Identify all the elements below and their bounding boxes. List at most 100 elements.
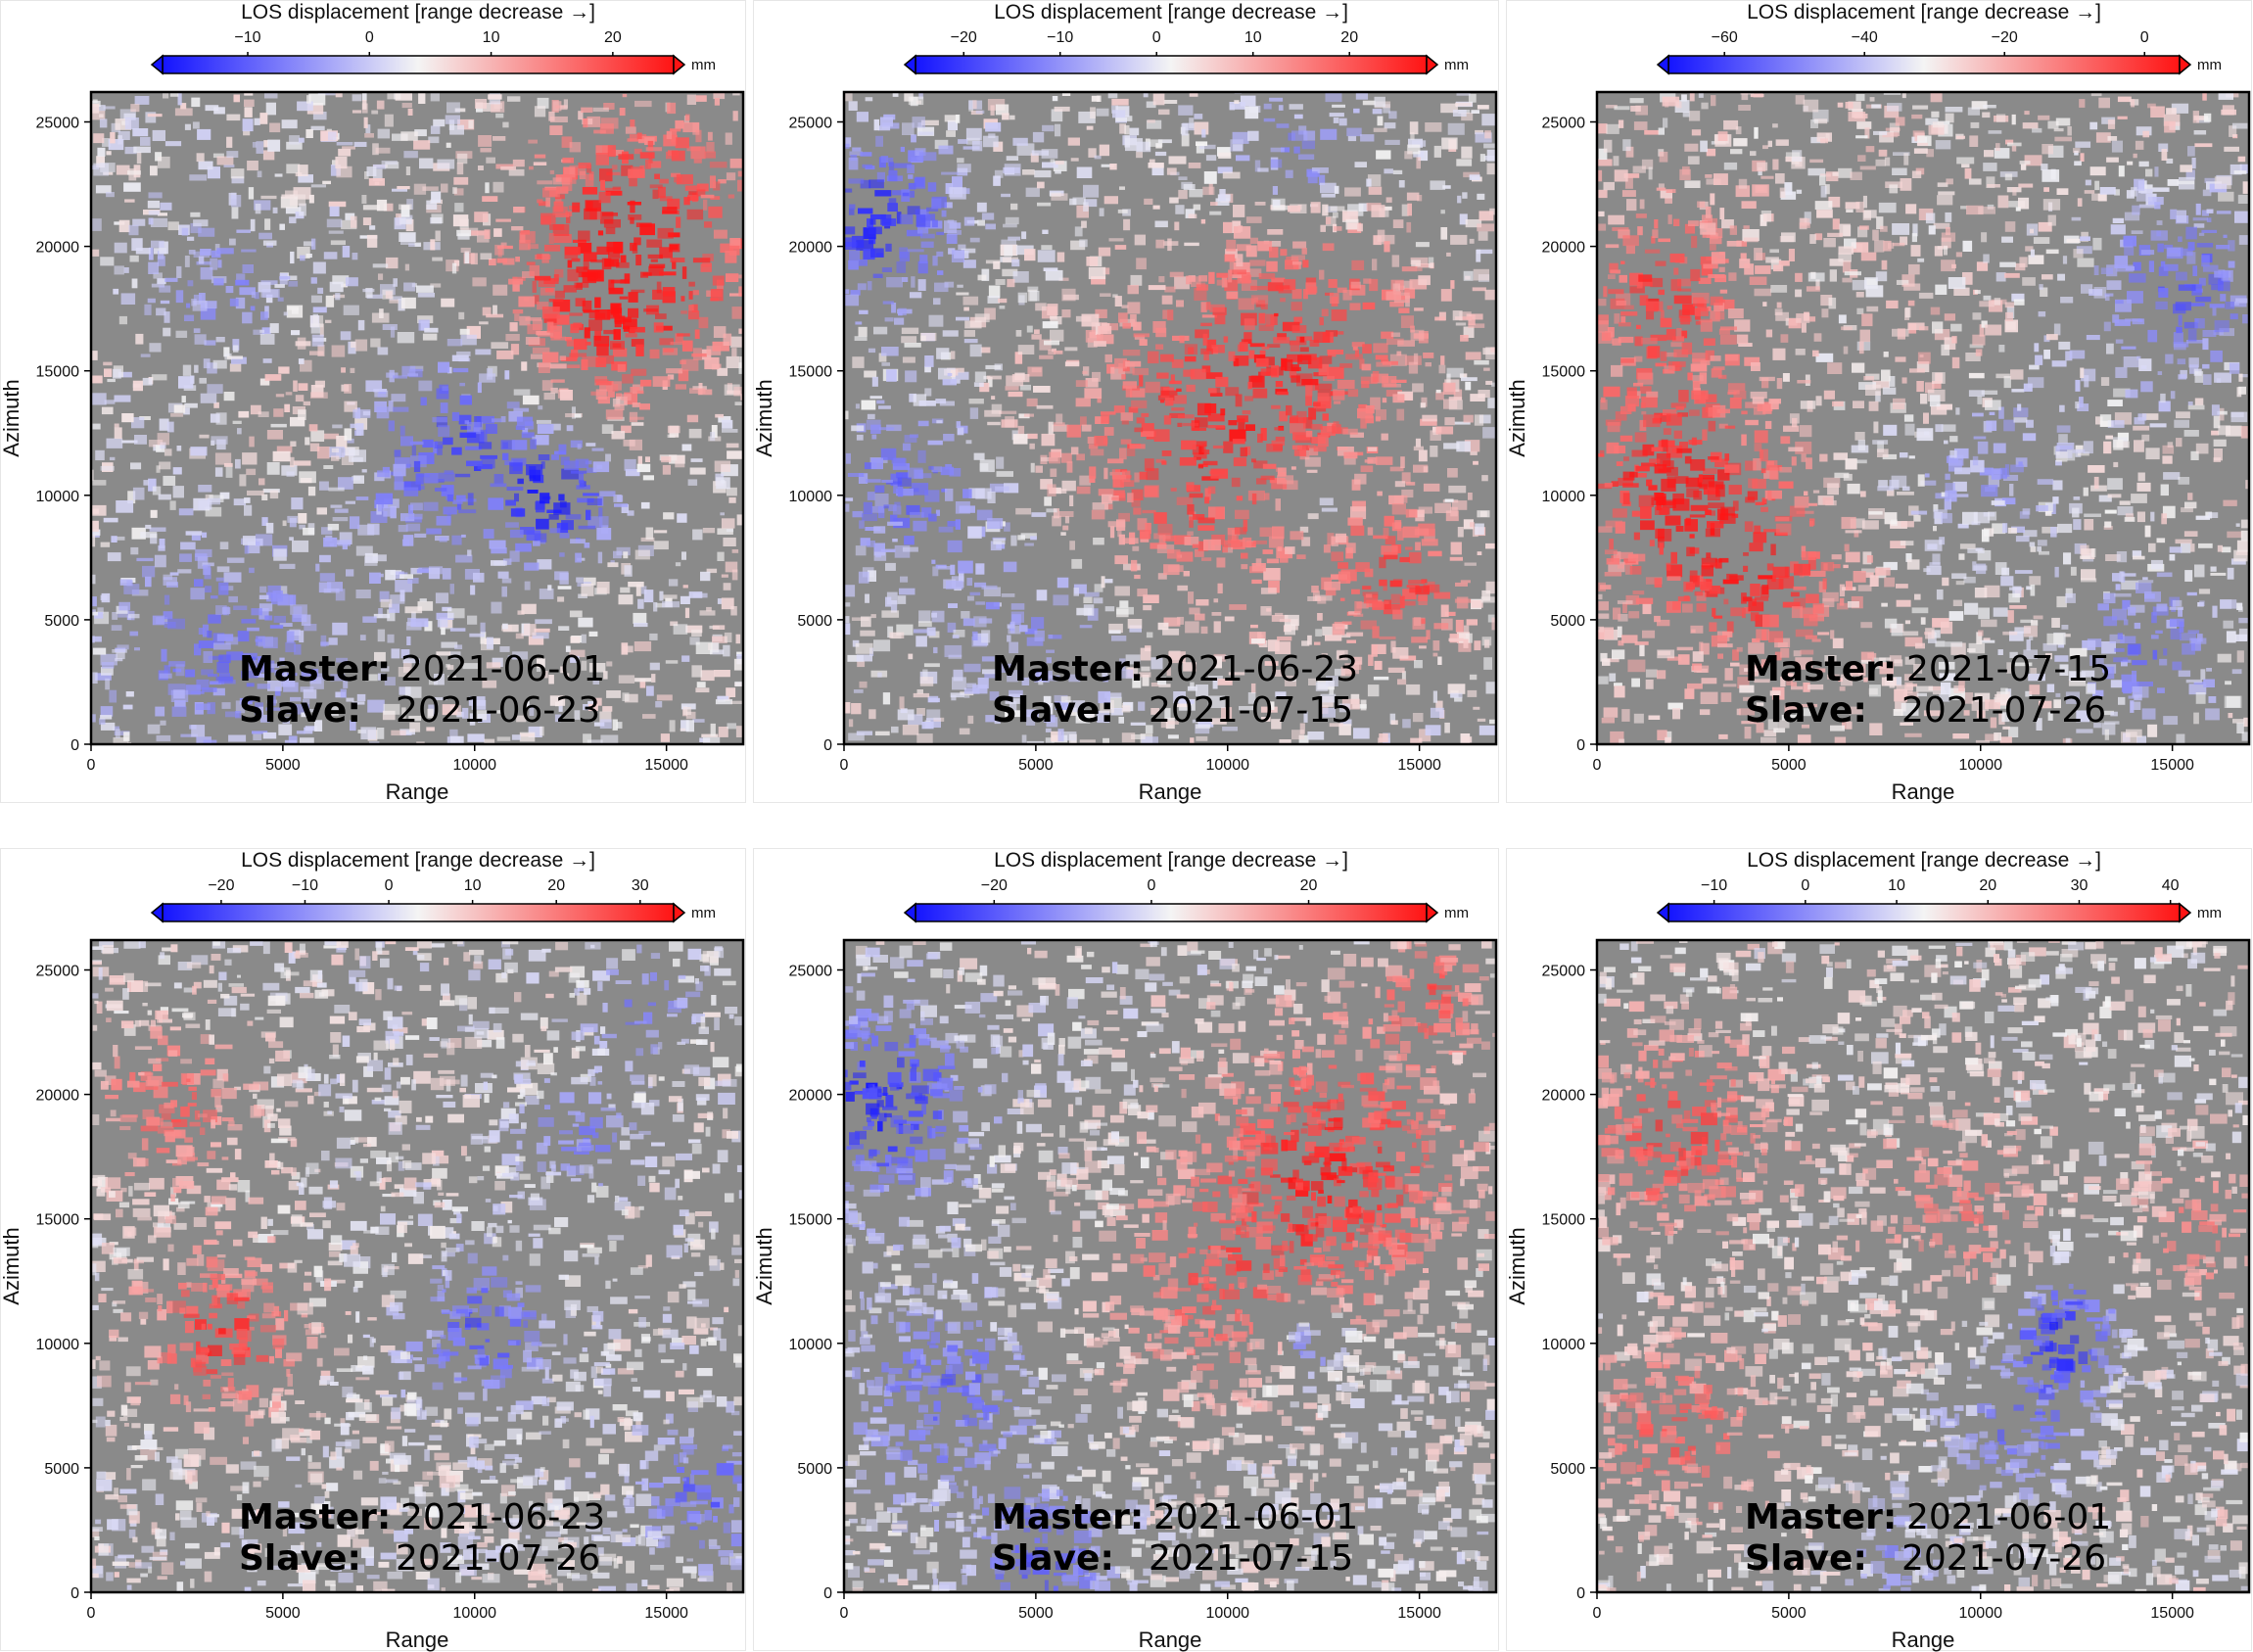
plot-frame [1595,938,2251,1594]
colorbar-tick-label: 10 [464,877,482,894]
x-tick-label: 15000 [644,1605,688,1622]
colorbar-title: LOS displacement [range decrease →] [994,1,1348,24]
x-tick-label: 0 [87,757,96,774]
colorbar-title: LOS displacement [range decrease →] [1747,849,2101,872]
y-tick-label: 10000 [1542,1337,1586,1353]
interferogram-panel-5: LOS displacement [range decrease →] −20 0 2… [753,848,1499,1652]
interferogram-panel-6: LOS displacement [range decrease →] −10 0 1… [1506,848,2252,1652]
y-axis-label: Azimuth [1507,1227,1529,1304]
colorbar-tick-label: −10 [1047,29,1073,46]
x-axis-label: Range [386,1628,449,1652]
plot-frame [842,90,1498,746]
colorbar-unit: mm [691,905,716,921]
chart-svg-5: LOS displacement [range decrease →] −20 0 2… [754,849,1498,1652]
y-tick-label: 25000 [1542,116,1586,132]
colorbar-tick-label: 0 [2140,29,2149,46]
colorbar-tick-label: −20 [951,29,977,46]
colorbar-max-triangle [673,54,686,75]
y-tick-label: 25000 [789,116,833,132]
x-tick-label: 15000 [2150,1605,2194,1622]
colorbar-tick-label: −10 [1701,877,1727,894]
colorbar-min-triangle [150,54,164,75]
y-tick-label: 0 [823,1585,832,1602]
colorbar-tick-label: 30 [632,877,649,894]
y-tick-label: 25000 [789,964,833,980]
colorbar-tick-label: −10 [292,877,318,894]
colorbar-tick-label: −20 [981,877,1008,894]
y-tick-label: 5000 [44,613,79,630]
x-tick-label: 15000 [1397,757,1441,774]
x-tick-label: 5000 [1018,757,1054,774]
y-tick-label: 0 [1576,737,1585,754]
y-tick-label: 15000 [36,364,80,381]
displacement-field [91,92,743,744]
y-tick-label: 20000 [36,240,80,257]
y-tick-label: 0 [1576,1585,1585,1602]
y-tick-label: 20000 [1542,240,1586,257]
displacement-field [844,940,1496,1592]
x-tick-label: 0 [87,1605,96,1622]
x-tick-label: 10000 [1959,1605,2003,1622]
y-tick-label: 10000 [1542,489,1586,505]
interferogram-panel-3: LOS displacement [range decrease →] −60 −4… [1506,0,2252,804]
colorbar-tick-label: 0 [1147,877,1155,894]
colorbar-title: LOS displacement [range decrease →] [994,849,1348,872]
colorbar-max-triangle [1426,902,1439,923]
chart-svg-1: LOS displacement [range decrease →] −10 0 1… [1,1,745,804]
colorbar-tick-label: −20 [208,877,234,894]
y-tick-label: 15000 [789,364,833,381]
chart-svg-3: LOS displacement [range decrease →] −60 −4… [1507,1,2251,804]
plot-frame [842,938,1498,1594]
interferogram-panel-4: LOS displacement [range decrease →] −20 −1… [0,848,746,1652]
chart-svg-6: LOS displacement [range decrease →] −10 0 1… [1507,849,2251,1652]
colorbar-tick-label: 10 [483,29,500,46]
colorbar-unit: mm [1444,57,1469,73]
y-tick-label: 0 [70,1585,79,1602]
colorbar-min-triangle [903,902,916,923]
colorbar-tick-label: −10 [234,29,260,46]
y-tick-label: 20000 [789,240,833,257]
x-axis-label: Range [1139,779,1202,804]
colorbar-title: LOS displacement [range decrease →] [241,849,595,872]
x-tick-label: 0 [840,1605,849,1622]
colorbar-tick-label: 20 [1340,29,1358,46]
colorbar-tick-label: 0 [385,877,394,894]
colorbar-tick-label: 0 [1152,29,1161,46]
colorbar-tick-label: 0 [365,29,374,46]
colorbar-min-triangle [903,54,916,75]
x-tick-label: 0 [840,757,849,774]
chart-svg-2: LOS displacement [range decrease →] −20 −1… [754,1,1498,804]
x-tick-label: 5000 [1771,1605,1807,1622]
plot-frame [89,90,745,746]
x-tick-label: 10000 [1959,757,2003,774]
x-tick-label: 15000 [1397,1605,1441,1622]
colorbar-unit: mm [1444,905,1469,921]
colorbar-max-triangle [2179,54,2192,75]
colorbar-tick-label: 10 [1244,29,1262,46]
y-tick-label: 15000 [1542,364,1586,381]
colorbar-tick-label: 20 [604,29,622,46]
y-axis-label: Azimuth [1507,379,1529,456]
colorbar-unit: mm [2197,57,2222,73]
y-tick-label: 25000 [36,964,80,980]
y-tick-label: 15000 [1542,1212,1586,1229]
y-axis-label: Azimuth [754,1227,776,1304]
displacement-field [1597,92,2249,744]
colorbar [162,55,675,74]
colorbar-title: LOS displacement [range decrease →] [1747,1,2101,24]
plot-frame [89,938,745,1594]
displacement-field [844,92,1496,744]
y-tick-label: 20000 [1542,1088,1586,1105]
chart-svg-4: LOS displacement [range decrease →] −20 −1… [1,849,745,1652]
colorbar [1667,903,2181,922]
x-axis-label: Range [1892,1628,1955,1652]
x-tick-label: 10000 [1206,1605,1250,1622]
colorbar-tick-label: 20 [1979,877,1996,894]
x-axis-label: Range [1139,1628,1202,1652]
colorbar-tick-label: 20 [547,877,565,894]
x-tick-label: 0 [1593,757,1602,774]
plot-frame [1595,90,2251,746]
y-tick-label: 5000 [44,1461,79,1478]
interferogram-panel-1: LOS displacement [range decrease →] −10 0 1… [0,0,746,804]
colorbar [1667,55,2181,74]
